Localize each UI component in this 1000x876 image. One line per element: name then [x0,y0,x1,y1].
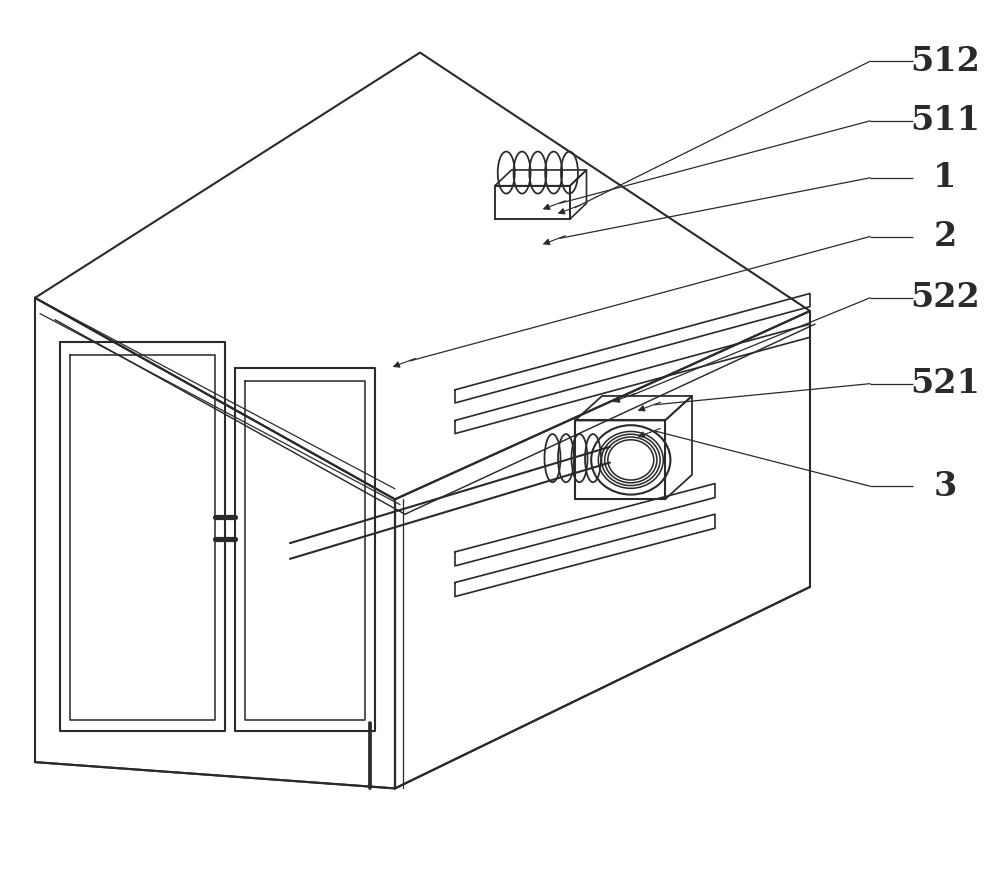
Text: 521: 521 [910,367,980,400]
Text: 522: 522 [910,281,980,314]
Text: 511: 511 [910,104,980,138]
Text: 3: 3 [933,470,957,503]
Text: 512: 512 [910,45,980,78]
Text: 2: 2 [933,220,957,253]
Text: 1: 1 [933,161,957,194]
